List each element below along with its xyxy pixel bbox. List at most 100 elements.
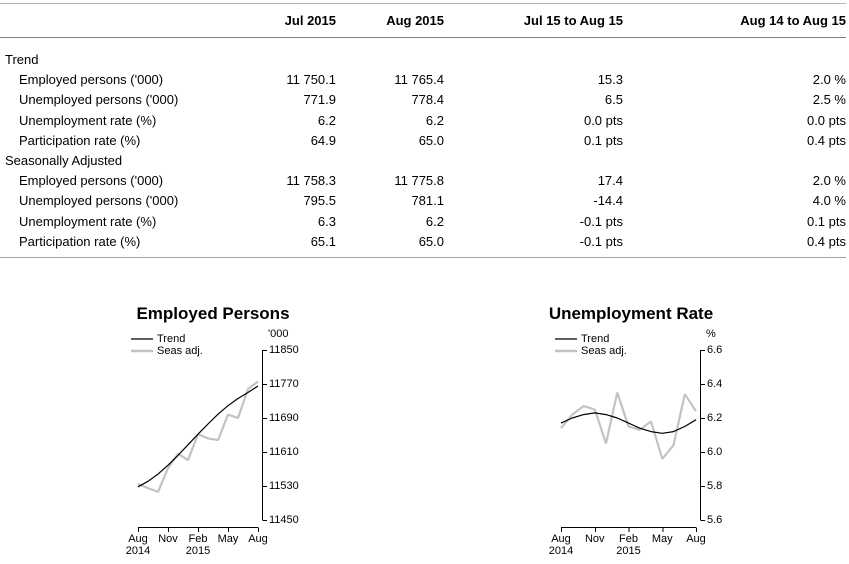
x-tick-year-label: 2015 — [186, 545, 210, 557]
table-row: Unemployment rate (%) 6.2 6.2 0.0 pts 0.0 pt… — [0, 111, 846, 131]
x-tick-label: Aug — [248, 533, 268, 545]
x-tick-label: Aug — [128, 533, 148, 545]
table-body: Trend Employed persons ('000) 11 750.1 11 7… — [0, 38, 846, 258]
x-tick-label: Nov — [585, 533, 605, 545]
x-tick-label: Aug — [686, 533, 706, 545]
table-cell: 781.1 — [411, 193, 444, 209]
y-tick-label: 6.0 — [707, 446, 722, 458]
table-cell: 6.2 — [425, 112, 444, 128]
table-row: Unemployment rate (%) 6.3 6.2 -0.1 pts 0.1 p… — [0, 212, 846, 232]
table-cell: -0.1 pts — [579, 213, 623, 229]
x-tick-label: Feb — [189, 533, 208, 545]
row-label: Employed persons ('000) — [19, 72, 164, 88]
seas-adj-line — [560, 392, 697, 460]
row-label: Employed persons ('000) — [19, 173, 164, 189]
y-tick-label: 11610 — [269, 446, 299, 458]
table-row: Participation rate (%) 65.1 65.0 -0.1 pts 0.… — [0, 232, 846, 252]
spacer-row — [0, 38, 846, 51]
table-cell: 771.9 — [303, 92, 336, 108]
x-tick-label: Nov — [158, 533, 178, 545]
table-cell: 64.9 — [310, 132, 336, 148]
table-cell: 6.2 — [425, 213, 444, 229]
table-cell: 6.5 — [604, 92, 623, 108]
table-cell: -0.1 pts — [579, 233, 623, 249]
column-header: Jul 15 to Aug 15 — [444, 4, 623, 38]
table-cell: 6.3 — [317, 213, 336, 229]
y-axis-unit-label: '000 — [268, 328, 288, 340]
spacer-cell — [0, 252, 846, 257]
table-cell: 11 758.3 — [286, 173, 336, 189]
row-label: Unemployed persons ('000) — [19, 92, 179, 108]
chart-title: Unemployment Rate — [549, 304, 713, 323]
y-tick-label: 11530 — [269, 480, 299, 492]
labour-force-summary-table: Jul 2015 Aug 2015 Jul 15 to Aug 15 Aug 14 t… — [0, 4, 846, 257]
table-cell: 0.0 pts — [583, 112, 623, 128]
row-label: Participation rate (%) — [19, 132, 141, 148]
table-cell: 11 765.4 — [394, 72, 444, 88]
row-label: Unemployment rate (%) — [19, 213, 157, 229]
table-row: Employed persons ('000) 11 758.3 11 775.8 1… — [0, 171, 846, 191]
x-tick-label: Aug — [551, 533, 571, 545]
table-cell: 4.0 % — [812, 193, 846, 209]
column-header: Aug 2015 — [336, 4, 444, 38]
table-cell: 2.0 % — [812, 173, 846, 189]
table-cell: 65.1 — [310, 233, 336, 249]
chart-title: Employed Persons — [136, 304, 289, 323]
table-cell: 0.4 pts — [806, 132, 846, 148]
row-label: Participation rate (%) — [19, 233, 141, 249]
y-tick-label: 6.4 — [707, 378, 722, 390]
column-header-empty — [0, 4, 231, 38]
column-header: Aug 14 to Aug 15 — [623, 4, 846, 38]
table-header-row: Jul 2015 Aug 2015 Jul 15 to Aug 15 Aug 14 t… — [0, 4, 846, 38]
y-tick-label: 11770 — [269, 378, 299, 390]
row-label: Unemployment rate (%) — [19, 112, 157, 128]
table-cell: 17.4 — [597, 173, 623, 189]
y-tick-label: 11690 — [269, 412, 299, 424]
table-cell: 65.0 — [418, 132, 444, 148]
table-row: Employed persons ('000) 11 750.1 11 765.4 1… — [0, 70, 846, 90]
column-header: Jul 2015 — [231, 4, 336, 38]
table-cell: 65.0 — [418, 233, 444, 249]
x-tick-label: May — [218, 533, 239, 545]
x-tick-label: May — [652, 533, 673, 545]
table-cell: -14.4 — [593, 193, 623, 209]
section-label: Trend — [5, 52, 39, 67]
x-tick-year-label: 2015 — [616, 545, 640, 557]
y-tick-label: 6.6 — [707, 344, 722, 356]
table-cell: 11 775.8 — [394, 173, 444, 189]
section-row: Trend — [0, 50, 846, 70]
table-cell: 778.4 — [411, 92, 444, 108]
y-tick-label: 6.2 — [707, 412, 722, 424]
table-cell: 0.1 pts — [583, 132, 623, 148]
y-tick-label: 5.8 — [707, 480, 722, 492]
table-row: Unemployed persons ('000) 795.5 781.1 -14.4… — [0, 191, 846, 211]
table-cell: 15.3 — [597, 72, 623, 88]
table-row: Unemployed persons ('000) 771.9 778.4 6.5 2.… — [0, 90, 846, 110]
y-tick-label: 11450 — [269, 514, 299, 526]
section-row: Seasonally Adjusted — [0, 151, 846, 171]
trend-line — [137, 385, 259, 488]
legend-label-trend: Trend — [581, 333, 609, 345]
table-cell: 0.0 pts — [806, 112, 846, 128]
spacer-cell — [0, 38, 846, 51]
table-row: Participation rate (%) 64.9 65.0 0.1 pts 0.4… — [0, 131, 846, 151]
x-tick-year-label: 2014 — [549, 545, 573, 557]
table-cell: 11 750.1 — [286, 72, 336, 88]
y-tick-label: 5.6 — [707, 514, 722, 526]
x-tick-year-label: 2014 — [126, 545, 150, 557]
spacer-row — [0, 252, 846, 257]
table-cell: 2.0 % — [812, 72, 846, 88]
legend-label-seas-adj: Seas adj. — [157, 345, 203, 357]
y-axis-unit-label: % — [706, 328, 716, 340]
row-label: Unemployed persons ('000) — [19, 193, 179, 209]
legend-label-seas-adj: Seas adj. — [581, 345, 627, 357]
summary-table-container: Jul 2015 Aug 2015 Jul 15 to Aug 15 Aug 14 t… — [0, 3, 846, 259]
table-cell: 6.2 — [317, 112, 336, 128]
table-cell: 0.4 pts — [806, 233, 846, 249]
section-label: Seasonally Adjusted — [5, 153, 123, 169]
trend-line — [560, 412, 697, 434]
legend-label-trend: Trend — [157, 333, 185, 345]
x-tick-label: Feb — [619, 533, 638, 545]
